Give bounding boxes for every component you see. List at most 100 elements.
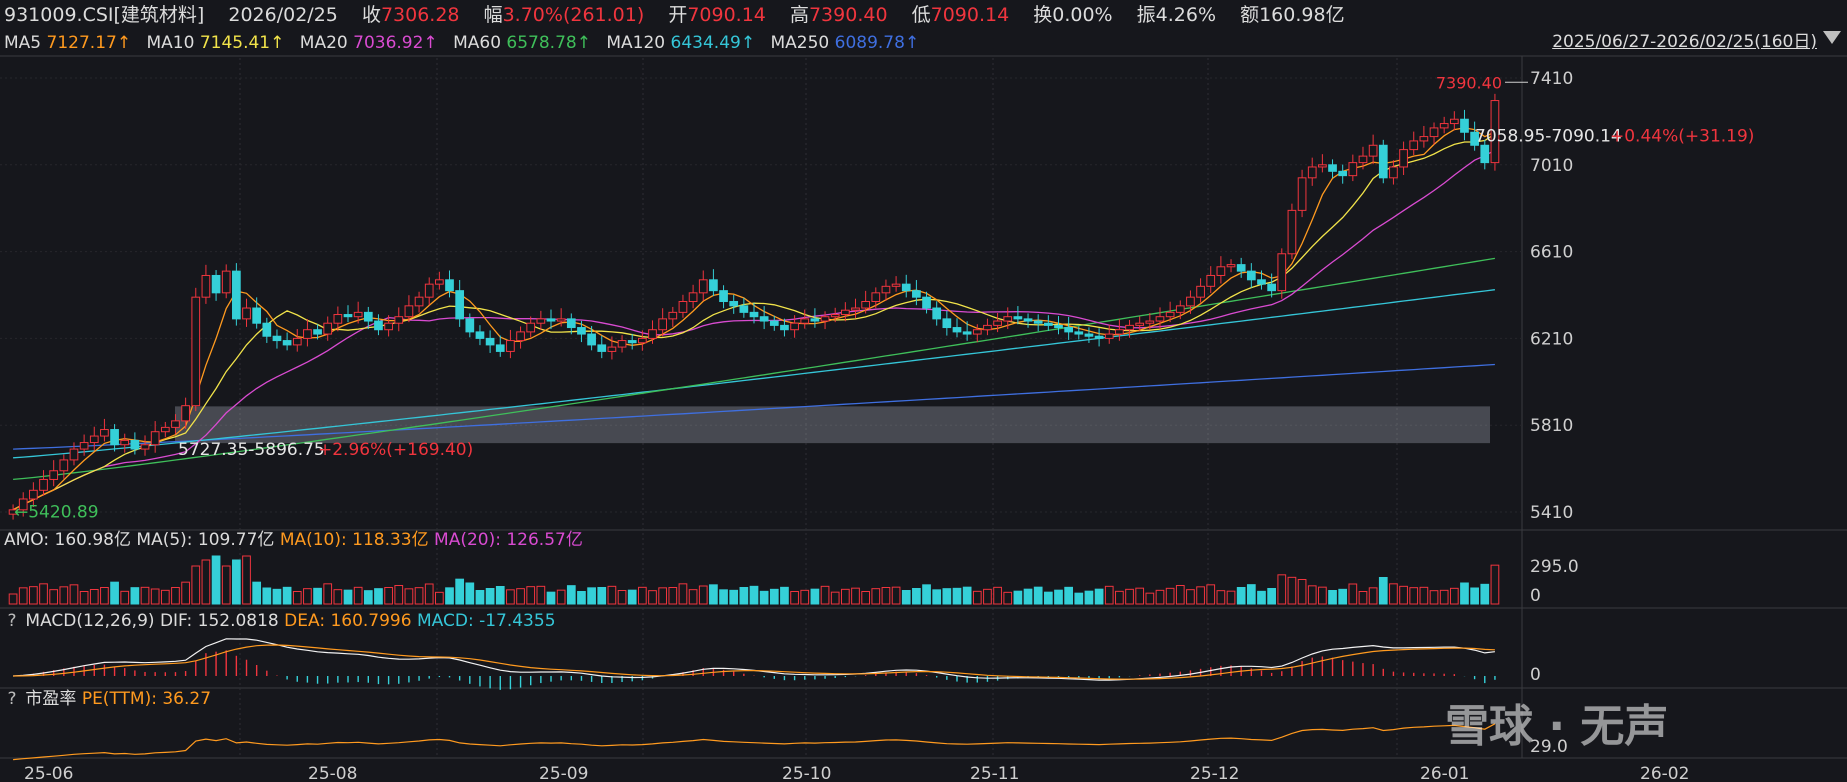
candle [150, 431, 160, 446]
candle [1419, 136, 1429, 142]
help-icon[interactable]: ? [7, 689, 17, 709]
volume-bar [374, 588, 383, 605]
ma-legend-name: MA5 [4, 33, 47, 53]
candle [8, 509, 18, 515]
volume-bar [1064, 586, 1073, 605]
ma60-line [13, 257, 1496, 481]
volume-bar [729, 589, 739, 605]
x-axis-label: 25-08 [308, 764, 357, 782]
x-axis-label: 25-06 [24, 764, 73, 782]
candle [1460, 118, 1469, 133]
volume-bar [1246, 584, 1256, 605]
volume-bar [435, 591, 444, 605]
volume-bar [962, 586, 972, 605]
volume-bar [972, 590, 982, 605]
candle [1307, 166, 1317, 179]
candle [140, 444, 150, 450]
candle [1409, 140, 1419, 151]
volume-bar [1236, 587, 1246, 605]
candle [262, 322, 272, 337]
volume-bar [648, 590, 657, 605]
volume-bar [160, 589, 170, 605]
candle [495, 344, 505, 352]
candle [1186, 296, 1195, 307]
volume-bar [1348, 583, 1358, 605]
candle [303, 329, 312, 339]
volume-bar [1175, 585, 1185, 605]
candle [475, 331, 485, 339]
volume-bar [1023, 588, 1033, 605]
zone2-change-label: +0.44%(+31.19) [1610, 126, 1754, 146]
candle [861, 301, 871, 309]
high-value: 7390.40 [808, 4, 888, 26]
volume-bar [1287, 576, 1297, 605]
volume-bar [1206, 584, 1216, 605]
volume-bar [1267, 588, 1276, 605]
volume-bar [820, 585, 830, 605]
date-range-selector[interactable]: 2025/06/27-2026/02/25(160日) [1552, 32, 1817, 52]
candle [668, 311, 678, 320]
volume-bar [1155, 589, 1165, 605]
chevron-down-icon[interactable] [1823, 31, 1841, 44]
volume-bar [1307, 585, 1317, 605]
candle [384, 322, 393, 331]
volume-bar [1165, 587, 1175, 605]
candle [191, 296, 201, 407]
candle [1318, 164, 1327, 168]
candle [556, 318, 566, 322]
ma-legend-name: MA120 [606, 33, 671, 53]
volume-bar [698, 585, 708, 605]
candle [983, 324, 992, 331]
candle [160, 426, 170, 433]
volume-bar [587, 587, 596, 605]
macd-value-label: MACD: -17.4355 [416, 611, 556, 631]
volume-bar [790, 591, 799, 605]
watermark: 雪球 · 无声 [1445, 701, 1669, 752]
volume-bar [1368, 587, 1378, 605]
candle [1439, 123, 1449, 129]
candle [627, 340, 637, 344]
volume-bar [49, 589, 59, 605]
volume-bar [1277, 574, 1287, 605]
volume-bar [211, 555, 221, 605]
volume-bar [1449, 587, 1459, 605]
help-icon[interactable]: ? [7, 611, 17, 631]
volume-bar [922, 584, 931, 605]
volume-bar [1043, 591, 1053, 605]
candle [1145, 320, 1155, 324]
volume-bar [1378, 577, 1388, 605]
volume-bar [1297, 579, 1307, 605]
candle [89, 435, 99, 444]
price-axis-label: 5410 [1530, 503, 1573, 523]
volume-bar [810, 588, 820, 605]
candle [891, 283, 901, 287]
x-axis-label: 26-02 [1640, 764, 1689, 782]
volume-bar [678, 583, 688, 605]
candle [1297, 177, 1307, 211]
volume-bar [1074, 592, 1084, 605]
volume-bar [658, 587, 668, 605]
volume-bar [171, 587, 180, 605]
amo-label: AMO: 160.98亿 [4, 530, 131, 550]
candle [323, 322, 333, 335]
volume-bar [1490, 564, 1500, 605]
x-axis-label: 25-10 [782, 764, 831, 782]
candle [648, 329, 657, 339]
ma-legend-value: 6578.78↑ [506, 33, 597, 53]
change-value: 3.70%(261.01) [502, 4, 645, 26]
low-value: 7090.14 [930, 4, 1010, 26]
candle [993, 320, 1002, 326]
change-label: 幅 [483, 4, 503, 26]
dif-line [13, 638, 1495, 681]
volume-bar [830, 591, 840, 605]
high-label: 高 [789, 4, 809, 26]
volume-bar [617, 590, 627, 605]
candle [972, 329, 982, 335]
volume-bar [343, 589, 353, 605]
volume-bar [891, 586, 901, 605]
volume-bar [150, 588, 160, 605]
candle [597, 344, 607, 352]
volume-bar [1480, 583, 1490, 605]
candle [901, 283, 911, 292]
